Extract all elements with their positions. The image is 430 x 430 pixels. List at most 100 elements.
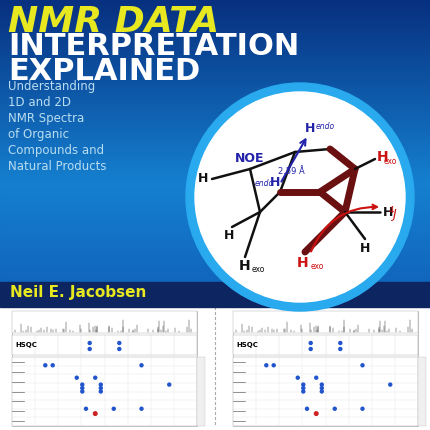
- FancyArrowPatch shape: [311, 205, 377, 252]
- Bar: [0, 89, 430, 90]
- Bar: [0, 153, 430, 154]
- Bar: [0, 97, 430, 98]
- Bar: [0, 102, 430, 103]
- Bar: [0, 2, 430, 3]
- Bar: [0, 267, 430, 268]
- Bar: [0, 143, 430, 144]
- Bar: [0, 42, 430, 43]
- Bar: [0, 201, 430, 202]
- Bar: [0, 29, 430, 30]
- Bar: [0, 177, 430, 178]
- Bar: [0, 291, 430, 292]
- Bar: [418, 357, 426, 426]
- Text: H: H: [297, 256, 309, 270]
- Bar: [0, 3, 430, 4]
- Bar: [0, 0, 430, 305]
- Bar: [0, 176, 430, 177]
- Bar: [0, 209, 430, 210]
- Bar: [0, 188, 430, 189]
- Bar: [0, 145, 430, 146]
- Circle shape: [195, 92, 405, 302]
- Circle shape: [118, 347, 121, 350]
- Circle shape: [320, 383, 323, 386]
- Bar: [0, 146, 430, 147]
- Bar: [0, 290, 430, 291]
- Bar: [0, 189, 430, 190]
- Bar: [0, 129, 430, 130]
- Bar: [0, 52, 430, 53]
- Bar: [0, 122, 430, 123]
- Bar: [0, 256, 430, 257]
- Bar: [0, 99, 430, 100]
- Text: NOE: NOE: [235, 153, 264, 166]
- Bar: [0, 25, 430, 26]
- Bar: [0, 73, 430, 74]
- Bar: [12, 311, 197, 426]
- Bar: [0, 262, 430, 263]
- Bar: [0, 301, 430, 302]
- Bar: [0, 27, 430, 28]
- Bar: [0, 212, 430, 213]
- Bar: [0, 228, 430, 229]
- Bar: [0, 131, 430, 132]
- Circle shape: [309, 347, 312, 350]
- Bar: [0, 222, 430, 223]
- Bar: [0, 51, 430, 52]
- Bar: [0, 105, 430, 106]
- Circle shape: [333, 407, 336, 410]
- Bar: [0, 93, 430, 94]
- Bar: [0, 179, 430, 180]
- Bar: [0, 251, 430, 252]
- Bar: [0, 1, 430, 2]
- Bar: [0, 205, 430, 206]
- Bar: [0, 231, 430, 232]
- Bar: [0, 284, 430, 285]
- Circle shape: [44, 364, 47, 367]
- Bar: [0, 18, 430, 19]
- Bar: [0, 119, 430, 120]
- Bar: [0, 139, 430, 140]
- Bar: [0, 275, 430, 276]
- Text: H: H: [198, 172, 208, 185]
- Bar: [0, 140, 430, 141]
- Bar: [0, 147, 430, 148]
- Circle shape: [85, 407, 87, 410]
- Text: EXPLAINED: EXPLAINED: [8, 57, 200, 86]
- Bar: [0, 92, 430, 93]
- Bar: [0, 266, 430, 267]
- Bar: [0, 270, 430, 271]
- Circle shape: [140, 364, 143, 367]
- Circle shape: [339, 341, 342, 344]
- Bar: [0, 171, 430, 172]
- Bar: [0, 15, 430, 16]
- Bar: [0, 59, 430, 60]
- Bar: [0, 248, 430, 249]
- Bar: [0, 85, 430, 86]
- Circle shape: [361, 364, 364, 367]
- Bar: [0, 70, 430, 71]
- Bar: [0, 24, 430, 25]
- Bar: [0, 152, 430, 153]
- Bar: [0, 155, 430, 156]
- Bar: [0, 57, 430, 58]
- Text: H: H: [239, 259, 251, 273]
- Circle shape: [140, 407, 143, 410]
- Bar: [0, 215, 430, 216]
- Bar: [0, 7, 430, 8]
- Bar: [0, 149, 430, 150]
- Text: HSQC: HSQC: [15, 342, 37, 348]
- Bar: [0, 34, 430, 35]
- Bar: [0, 98, 430, 99]
- Bar: [0, 178, 430, 179]
- Bar: [0, 280, 430, 281]
- Bar: [0, 116, 430, 117]
- Bar: [0, 130, 430, 131]
- Bar: [0, 253, 430, 254]
- Circle shape: [81, 383, 84, 386]
- Bar: [0, 103, 430, 104]
- Bar: [0, 165, 430, 166]
- Bar: [12, 311, 197, 333]
- Bar: [0, 33, 430, 34]
- Bar: [0, 135, 430, 136]
- Bar: [0, 9, 430, 10]
